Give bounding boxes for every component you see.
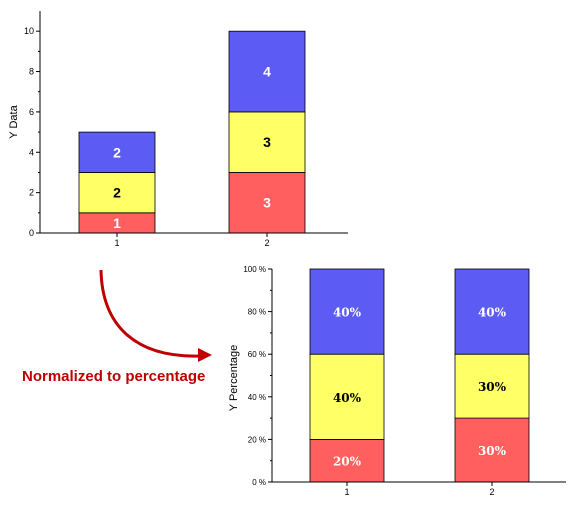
bar-segment <box>228 111 306 173</box>
y-tick-label: 4 <box>29 147 34 157</box>
y-tick-label: 100 % <box>243 265 266 274</box>
y-tick-label: 80 % <box>248 308 266 317</box>
y-tick-label: 40 % <box>248 393 266 402</box>
y-tick-label: 0 <box>29 228 34 238</box>
y-tick-label: 60 % <box>248 350 266 359</box>
x-tick-label: 2 <box>489 487 494 497</box>
y-tick-label: 10 <box>24 26 34 36</box>
bar-segment <box>309 353 385 440</box>
bar-segment <box>309 268 385 355</box>
y-tick-label: 2 <box>29 188 34 198</box>
x-tick-label: 1 <box>114 238 119 248</box>
normalize-arrow <box>99 269 201 358</box>
bar-segment <box>309 438 385 483</box>
bar-segment <box>454 417 530 483</box>
bar-segment <box>454 353 530 419</box>
normalize-arrow-head <box>198 348 212 362</box>
y-tick-label: 6 <box>29 107 34 117</box>
data-label: 4 <box>263 64 271 80</box>
y-axis-title: Y Data <box>8 104 20 138</box>
x-tick-label: 2 <box>264 238 269 248</box>
y-axis-title: Y Percentage <box>228 345 240 411</box>
data-label: 30% <box>478 380 507 394</box>
data-label: 40% <box>478 306 507 320</box>
data-label: 40% <box>333 391 362 405</box>
data-label: 2 <box>113 185 121 201</box>
y-tick-label: 8 <box>29 67 34 77</box>
data-label: 40% <box>333 306 362 320</box>
bar-segment <box>228 172 306 234</box>
normalize-caption: Normalized to percentage <box>22 368 206 385</box>
bar-segment <box>78 131 156 173</box>
y-tick-label: 20 % <box>248 435 266 444</box>
chart-y-percentage: 20% 40% 40% 30% 30% 40% 0 % 20 % 40 % 60 % 80 % 100… <box>228 265 566 497</box>
data-label: 1 <box>113 215 121 231</box>
data-label: 3 <box>263 195 271 211</box>
data-label: 20% <box>333 455 362 469</box>
data-label: 3 <box>263 134 271 150</box>
data-label: 30% <box>478 444 507 458</box>
x-tick-label: 1 <box>344 487 349 497</box>
y-tick-label: 0 % <box>252 478 266 487</box>
bar-segment <box>228 30 306 113</box>
bar-segment <box>454 268 530 355</box>
bar-segment <box>78 172 156 214</box>
data-label: 2 <box>113 144 121 160</box>
